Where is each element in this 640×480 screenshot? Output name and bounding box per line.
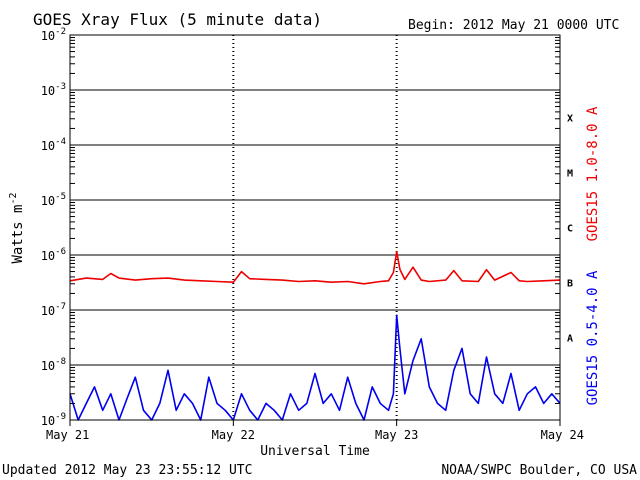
legend-series-1-label: GOES15 1.0-8.0 A bbox=[585, 106, 601, 241]
grid-layer bbox=[70, 35, 560, 420]
chart-title: GOES Xray Flux (5 minute data) bbox=[33, 10, 322, 29]
y-tick-label: 10-8 bbox=[41, 357, 66, 373]
x-axis-label: Universal Time bbox=[260, 444, 370, 459]
flare-class-label: X bbox=[567, 114, 573, 125]
series-layer bbox=[69, 250, 561, 421]
y-tick-label: 10-2 bbox=[41, 27, 66, 43]
y-tick-label: 10-4 bbox=[41, 137, 66, 153]
y-tick-label: 10-6 bbox=[41, 247, 66, 263]
flare-class-label: B bbox=[567, 279, 573, 290]
legend-series-2-label: GOES15 0.5-4.0 A bbox=[585, 270, 601, 405]
legend-series-2: GOES15 0.5-4.0 A bbox=[585, 270, 601, 405]
legend-series-1: GOES15 1.0-8.0 A bbox=[585, 106, 601, 241]
y-tick-label: 10-3 bbox=[41, 82, 66, 98]
x-tick-label: May 21 bbox=[46, 428, 89, 442]
updated-timestamp: Updated 2012 May 23 23:55:12 UTC bbox=[2, 463, 252, 478]
y-axis-label-group: Watts m-2 bbox=[8, 192, 26, 263]
begin-time-label: Begin: 2012 May 21 0000 UTC bbox=[408, 18, 619, 33]
series-line-1 bbox=[69, 250, 561, 285]
credit-label: NOAA/SWPC Boulder, CO USA bbox=[441, 463, 637, 478]
y-axis-label: Watts m bbox=[10, 205, 26, 264]
plot-frame bbox=[69, 34, 561, 421]
x-tick-label: May 23 bbox=[375, 428, 418, 442]
svg-text:Watts m-2: Watts m-2 bbox=[8, 192, 26, 263]
x-tick-label: May 22 bbox=[212, 428, 255, 442]
axis-layer: 10-9 10-8 10-7 10-6 10-5 10-4 10-3 10-2 May 21 Ma… bbox=[41, 27, 584, 442]
y-tick-label: 10-5 bbox=[41, 192, 66, 208]
y-axis-label-exponent: -2 bbox=[8, 192, 19, 204]
y-tick-label: 10-7 bbox=[41, 302, 66, 318]
series-line-2 bbox=[69, 314, 561, 421]
y-tick-label: 10-9 bbox=[41, 412, 66, 428]
flare-class-label: C bbox=[567, 224, 573, 235]
flare-class-label: M bbox=[567, 169, 573, 180]
flare-class-label: A bbox=[567, 334, 573, 345]
x-tick-label: May 24 bbox=[541, 428, 584, 442]
